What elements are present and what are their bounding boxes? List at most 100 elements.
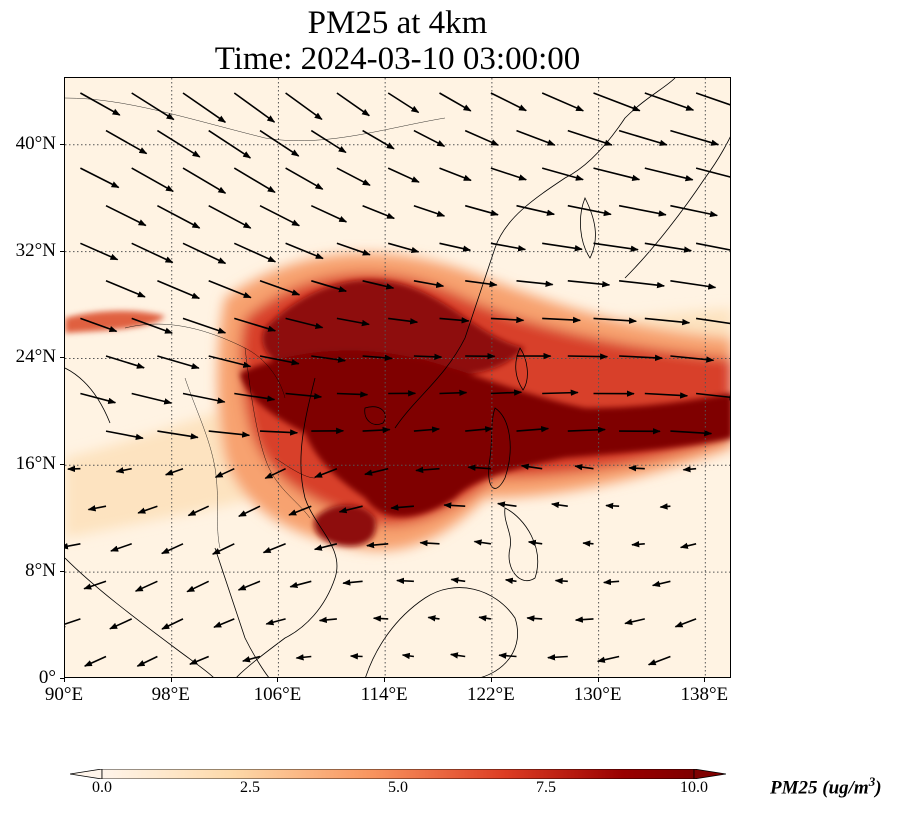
wind-arrow (313, 543, 338, 551)
map-panel (64, 77, 731, 678)
wind-arrow (624, 618, 645, 625)
wind-arrow (542, 389, 579, 396)
wind-arrow (264, 467, 286, 480)
wind-arrow (498, 652, 517, 659)
wind-arrow (674, 618, 697, 628)
wind-arrow (87, 505, 107, 512)
wind-arrow (265, 618, 286, 626)
wind-arrow (137, 505, 158, 514)
wind-arrow (644, 242, 692, 253)
wind-arrow (619, 280, 665, 289)
wind-arrow (238, 505, 261, 518)
wind-arrow (439, 242, 472, 252)
wind-arrow (310, 204, 348, 223)
wind-arrow (364, 467, 389, 476)
wind-arrow (65, 618, 81, 628)
colorbar-tick-label: 2.5 (240, 779, 260, 796)
wind-arrow (336, 242, 371, 256)
wind-arrow (105, 430, 144, 440)
wind-arrow (336, 317, 370, 327)
wind-arrow (582, 540, 594, 547)
wind-arrow (182, 392, 226, 404)
coastline-korea (580, 197, 596, 259)
wind-arrow (110, 543, 132, 552)
wind-arrow (362, 204, 395, 220)
wind-arrow (366, 541, 389, 549)
lon-tick-mark (704, 678, 706, 682)
wind-vectors (65, 92, 730, 667)
wind-arrow (362, 280, 395, 290)
wind-arrow (387, 167, 420, 183)
wind-arrow (182, 92, 227, 123)
wind-arrow (695, 317, 730, 325)
wind-arrow (670, 355, 715, 363)
lon-tick-label: 106°E (253, 684, 302, 705)
lon-tick-label: 138°E (680, 684, 729, 705)
coastline-bay-of-bengal (65, 367, 111, 424)
wind-arrow (336, 167, 371, 187)
wind-arrow (362, 129, 395, 150)
country-borders (65, 97, 446, 549)
wind-arrow (618, 129, 668, 146)
wind-arrow (465, 280, 498, 288)
lat-tick-label: 16°N (15, 453, 56, 475)
wind-arrow (208, 204, 252, 229)
wind-arrow (567, 353, 609, 360)
wind-arrow (233, 92, 276, 123)
wind-arrow (372, 615, 389, 622)
lon-tick-label: 98°E (151, 684, 190, 705)
wind-arrow (390, 504, 414, 511)
wind-arrow (542, 316, 581, 324)
lon-tick-mark (490, 678, 492, 682)
wind-arrow (134, 580, 158, 592)
wind-arrow (211, 543, 235, 555)
wind-arrow (490, 316, 525, 324)
wind-arrow (131, 317, 173, 334)
wind-arrow (83, 580, 107, 590)
wind-arrow (131, 92, 175, 121)
wind-arrow (115, 467, 132, 474)
wind-arrow (651, 580, 671, 587)
wind-arrow (619, 354, 663, 362)
wind-arrow (631, 541, 645, 548)
wind-arrow (593, 92, 641, 112)
title-line-2: Time: 2024-03-10 03:00:00 (214, 41, 581, 77)
wind-arrow (65, 543, 81, 550)
wind-arrow (80, 317, 118, 333)
wind-arrow (318, 616, 337, 624)
lon-tick-label: 114°E (360, 684, 408, 705)
plume-core-south (314, 504, 376, 547)
wind-arrow (413, 280, 445, 288)
title-line-1: PM25 at 4km (307, 5, 488, 41)
wind-arrow (208, 430, 251, 438)
wind-arrow (311, 355, 346, 363)
gridlines (65, 78, 730, 677)
wind-arrow (131, 392, 173, 405)
wind-arrow (131, 242, 174, 264)
wind-arrow (478, 615, 492, 622)
wind-arrow (464, 129, 500, 146)
wind-arrow (467, 464, 491, 471)
wind-arrow (349, 653, 363, 660)
lon-tick-mark (277, 678, 279, 682)
lat-tick-mark (60, 250, 64, 252)
wind-arrow (682, 465, 697, 473)
wind-arrow (628, 465, 645, 472)
wind-arrow (187, 505, 210, 517)
wind-arrow (285, 167, 324, 190)
wind-arrow (567, 280, 611, 288)
wind-arrow (234, 392, 276, 402)
wind-arrow (285, 92, 323, 121)
wind-arrow (109, 618, 133, 630)
wind-arrow (105, 280, 146, 298)
wind-arrow (593, 167, 641, 181)
wind-arrow (413, 204, 446, 217)
wind-arrow (259, 355, 300, 366)
wind-arrow (387, 92, 420, 114)
wind-arrow (182, 167, 227, 194)
coastline-philippines-luzon (488, 407, 511, 489)
wind-arrow (647, 655, 671, 666)
wind-arrow (336, 92, 370, 117)
wind-arrow (443, 502, 466, 509)
wind-arrow (105, 129, 148, 155)
